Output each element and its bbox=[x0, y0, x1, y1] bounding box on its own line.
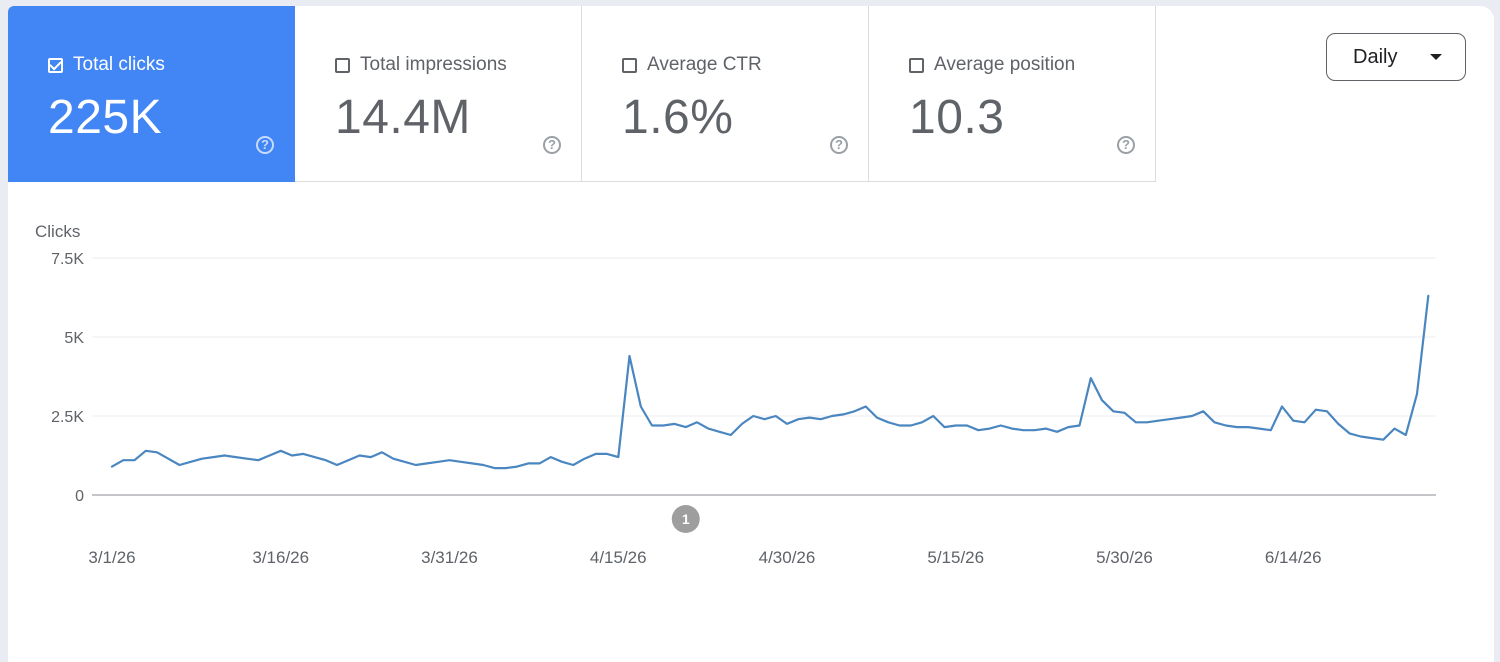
x-tick-label: 4/15/26 bbox=[590, 548, 647, 567]
y-tick-label: 5K bbox=[64, 330, 84, 347]
metric-label: Average CTR bbox=[647, 54, 762, 75]
performance-panel: Total clicks 225K? Total impressions 14.4M?… bbox=[8, 6, 1494, 662]
y-tick-label: 7.5K bbox=[51, 251, 84, 268]
question-circle-icon[interactable]: ? bbox=[256, 136, 274, 154]
series-line-clicks bbox=[110, 294, 1430, 470]
checkbox[interactable] bbox=[909, 57, 924, 73]
period-dropdown[interactable]: Daily bbox=[1326, 33, 1466, 81]
x-tick-label: 3/31/26 bbox=[421, 548, 478, 567]
x-tick-label: 3/16/26 bbox=[252, 548, 309, 567]
annotation-marker[interactable] bbox=[671, 505, 700, 533]
x-tick-label: 6/14/26 bbox=[1265, 548, 1322, 567]
y-axis-title: Clicks bbox=[35, 222, 80, 241]
x-tick-label: 3/1/26 bbox=[88, 548, 135, 567]
metric-card-average-position[interactable]: Average position 10.3? bbox=[869, 6, 1156, 182]
period-dropdown-label: Daily bbox=[1353, 45, 1398, 68]
metric-value: 10.3 bbox=[909, 91, 1005, 144]
metric-toggle[interactable]: Total impressions bbox=[335, 54, 507, 76]
metric-toggle[interactable]: Total clicks bbox=[48, 54, 165, 76]
metric-card-total-impressions[interactable]: Total impressions 14.4M? bbox=[295, 6, 582, 182]
metric-value: 1.6% bbox=[622, 91, 734, 144]
metric-label: Average position bbox=[934, 54, 1076, 75]
clicks-line-chart: Clicks 7.5K 5K 2.5K 0 3/1/26 3/16/26 3/31/26 4/1… bbox=[35, 222, 1436, 567]
question-circle-icon[interactable]: ? bbox=[543, 136, 561, 154]
checkbox[interactable] bbox=[335, 57, 350, 73]
metric-label: Total clicks bbox=[73, 54, 165, 75]
annotation-label[interactable]: 1 bbox=[682, 511, 690, 527]
metric-value: 225K bbox=[48, 91, 163, 144]
caret-down-icon bbox=[1430, 54, 1442, 60]
metric-toggle[interactable]: Average position bbox=[909, 54, 1075, 76]
checkbox[interactable] bbox=[622, 57, 637, 73]
metric-toggle[interactable]: Average CTR bbox=[622, 54, 762, 76]
metric-label: Total impressions bbox=[360, 54, 507, 75]
x-tick-label: 4/30/26 bbox=[759, 548, 816, 567]
metric-card-total-clicks[interactable]: Total clicks 225K? bbox=[8, 6, 295, 182]
y-tick-label: 0 bbox=[75, 488, 84, 505]
metric-card-average-ctr[interactable]: Average CTR 1.6%? bbox=[582, 6, 869, 182]
question-circle-icon[interactable]: ? bbox=[830, 136, 848, 154]
metric-cards: Total clicks 225K? Total impressions 14.4M?… bbox=[8, 6, 1156, 182]
x-tick-label: 5/15/26 bbox=[927, 548, 984, 567]
x-tick-label: 5/30/26 bbox=[1096, 548, 1153, 567]
y-tick-label: 2.5K bbox=[51, 409, 84, 426]
question-circle-icon[interactable]: ? bbox=[1117, 136, 1135, 154]
checkbox[interactable] bbox=[48, 57, 63, 73]
metric-value: 14.4M bbox=[335, 91, 471, 144]
